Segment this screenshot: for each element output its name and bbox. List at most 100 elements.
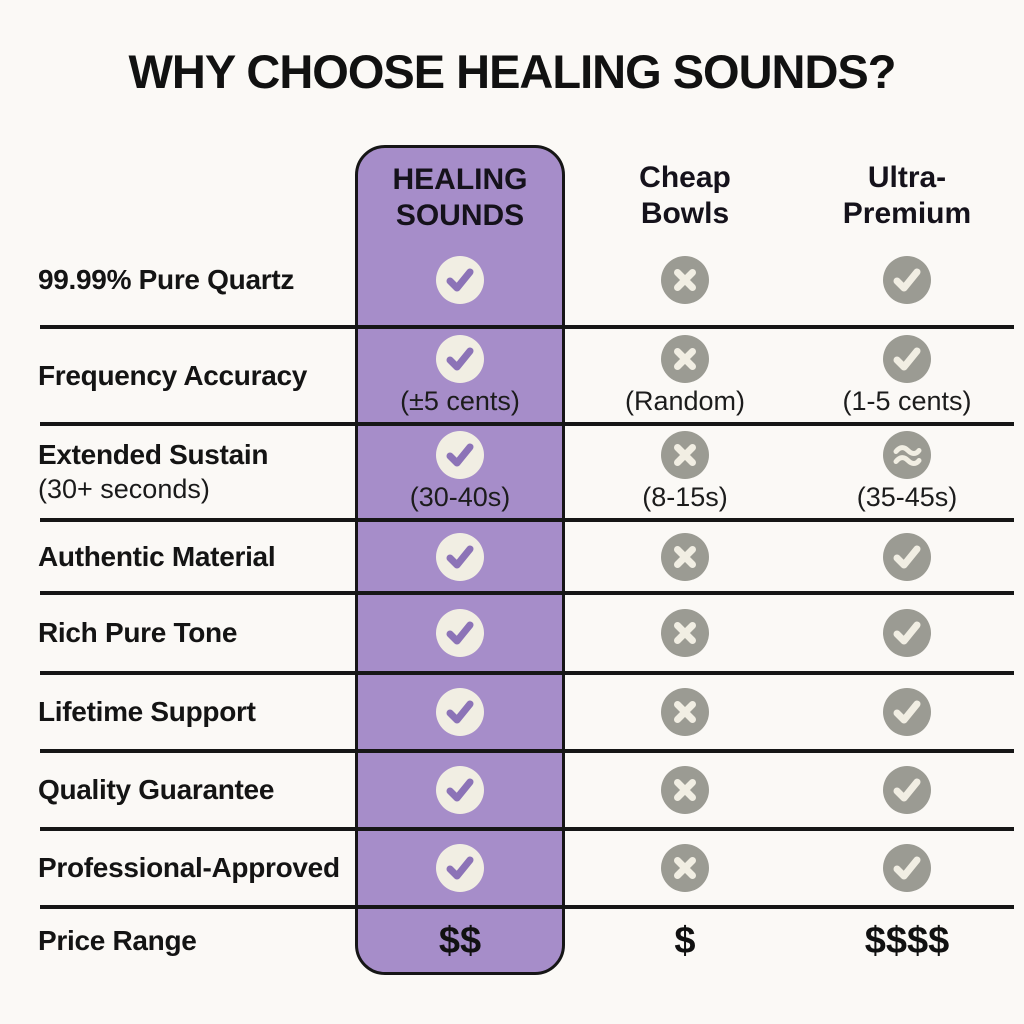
column-header-ultra-premium: Ultra- Premium (842, 161, 972, 230)
cross-icon (661, 766, 709, 814)
feature-cell: Extended Sustain (30+ seconds) (38, 424, 368, 520)
cell-note: (8-15s) (642, 482, 728, 512)
check-icon (436, 255, 484, 304)
healing-sounds-cell: (30-40s) (355, 424, 565, 520)
cheap-bowls-cell: $ (565, 907, 805, 975)
column-header-cheap-bowls: Cheap Bowls (639, 161, 731, 230)
cross-icon (661, 431, 709, 479)
check-icon (883, 844, 931, 892)
table-row: Lifetime Support (0, 671, 1024, 751)
cross-icon (661, 844, 709, 892)
table-row: Rich Pure Tone (0, 591, 1024, 673)
row-divider (40, 591, 1014, 595)
feature-label: Authentic Material (38, 540, 276, 572)
feature-label: Professional-Approved (38, 852, 340, 883)
cross-icon (661, 609, 709, 657)
check-icon (883, 255, 931, 304)
check-icon (436, 766, 484, 814)
healing-sounds-cell (355, 751, 565, 829)
cell-note: (35-45s) (856, 482, 958, 512)
ultra-premium-cell (790, 829, 1024, 907)
healing-sounds-cell (355, 673, 565, 751)
feature-cell: Lifetime Support (38, 673, 368, 751)
feature-cell: Rich Pure Tone (38, 593, 368, 673)
cheap-bowls-cell (565, 232, 805, 327)
cheap-bowls-cell: (Random) (565, 327, 805, 424)
feature-cell: 99.99% Pure Quartz (38, 232, 368, 327)
column-header-healing-sounds: HEALING SOUNDS (392, 163, 528, 232)
cell-note: (Random) (624, 385, 746, 416)
cross-icon (661, 688, 709, 736)
healing-sounds-cell: (±5 cents) (355, 327, 565, 424)
check-icon (436, 609, 484, 657)
healing-sounds-cell (355, 829, 565, 907)
cell-note: (30-40s) (409, 482, 511, 512)
page-title: WHY CHOOSE HEALING SOUNDS? (128, 45, 897, 98)
table-row: Quality Guarantee (0, 749, 1024, 829)
check-icon (436, 334, 484, 383)
cheap-bowls-cell (565, 751, 805, 829)
row-divider (40, 325, 1014, 329)
cheap-bowls-cell (565, 593, 805, 673)
cell-note: (±5 cents) (400, 385, 520, 416)
ultra-premium-cell: (35-45s) (790, 424, 1024, 520)
feature-cell: Professional-Approved (38, 829, 368, 907)
check-icon (883, 532, 931, 581)
feature-label: Frequency Accuracy (38, 359, 308, 391)
table-row: Extended Sustain (30+ seconds) (30-40s) … (0, 422, 1024, 520)
row-divider (40, 905, 1014, 909)
cheap-bowls-cell (565, 520, 805, 593)
ultra-premium-cell: $$$$ (790, 907, 1024, 975)
check-icon (436, 532, 484, 581)
feature-sublabel: (30+ seconds) (38, 474, 210, 504)
ultra-premium-cell (790, 232, 1024, 327)
cheap-bowls-cell (565, 673, 805, 751)
row-divider (40, 422, 1014, 426)
check-icon (436, 431, 484, 479)
table-row: Professional-Approved (0, 827, 1024, 907)
table-row: Price Range $$ $ $$$$ (0, 905, 1024, 975)
ultra-premium-cell (790, 520, 1024, 593)
row-divider (40, 671, 1014, 675)
check-icon (883, 609, 931, 657)
check-icon (883, 766, 931, 814)
healing-sounds-cell (355, 232, 565, 327)
feature-label: Rich Pure Tone (38, 617, 238, 648)
row-divider (40, 518, 1014, 522)
check-icon (883, 334, 931, 383)
cross-icon (661, 255, 709, 304)
feature-label: 99.99% Pure Quartz (38, 263, 295, 295)
cheap-bowls-cell (565, 829, 805, 907)
price-value-cheap: $ (674, 919, 696, 962)
cross-icon (661, 334, 709, 383)
feature-cell: Quality Guarantee (38, 751, 368, 829)
cross-icon (661, 532, 709, 581)
price-value-healing: $$ (438, 919, 482, 962)
check-icon (883, 688, 931, 736)
price-value-ultra: $$$$ (864, 919, 950, 962)
table-row: Frequency Accuracy (±5 cents) (Random) (… (0, 325, 1024, 424)
feature-label: Quality Guarantee (38, 774, 275, 805)
table-row: 99.99% Pure Quartz (0, 232, 1024, 327)
healing-sounds-cell: $$ (355, 907, 565, 975)
table-row: Authentic Material (0, 518, 1024, 593)
ultra-premium-cell (790, 751, 1024, 829)
feature-cell: Authentic Material (38, 520, 368, 593)
ultra-premium-cell: (1-5 cents) (790, 327, 1024, 424)
healing-sounds-cell (355, 520, 565, 593)
feature-label: Extended Sustain (38, 439, 269, 470)
row-divider (40, 827, 1014, 831)
feature-label: Price Range (38, 925, 197, 956)
ultra-premium-cell (790, 593, 1024, 673)
ultra-premium-cell (790, 673, 1024, 751)
cheap-bowls-cell: (8-15s) (565, 424, 805, 520)
row-divider (40, 749, 1014, 753)
healing-sounds-cell (355, 593, 565, 673)
cell-note: (1-5 cents) (842, 385, 972, 416)
check-icon (436, 688, 484, 736)
approx-icon (883, 431, 931, 479)
feature-cell: Price Range (38, 907, 368, 975)
check-icon (436, 844, 484, 892)
feature-label: Lifetime Support (38, 696, 256, 727)
